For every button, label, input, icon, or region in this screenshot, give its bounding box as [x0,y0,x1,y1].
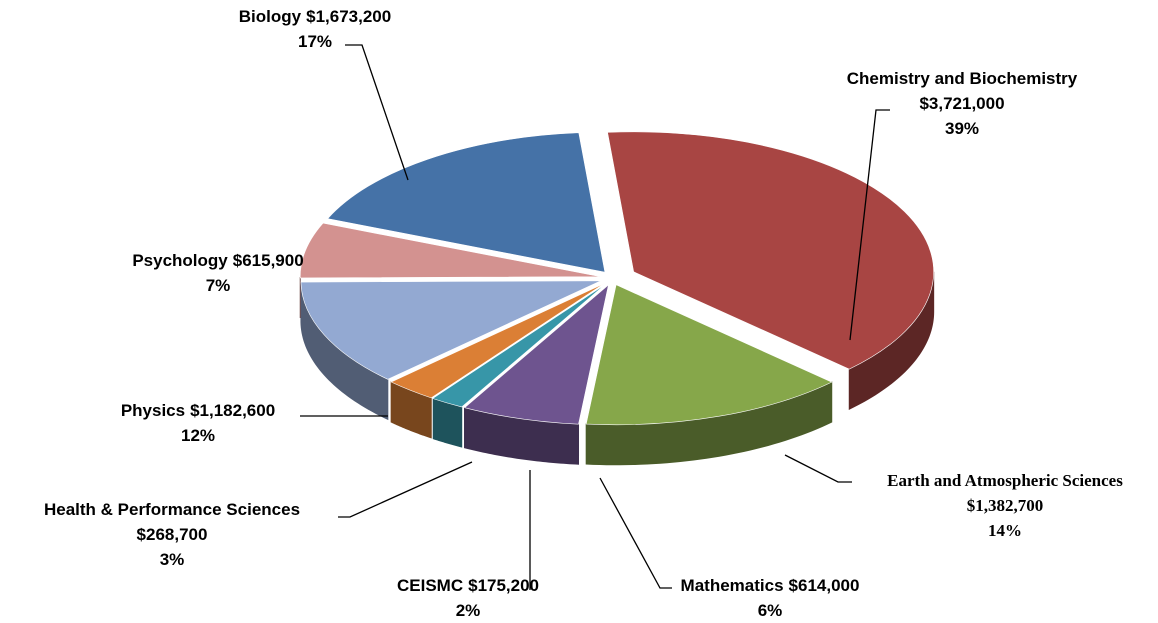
data-label: $1,382,700 [967,496,1044,515]
percent-label: 2% [456,601,481,620]
slice [585,284,833,426]
leader-line [599,477,672,589]
slice [327,132,606,273]
leader-line [784,454,852,483]
value-label: $1,673,200 [306,7,391,26]
slice [463,284,609,425]
data-label: Biology $1,673,200 [239,7,391,26]
category-label: Mathematics [681,576,784,595]
data-label: 12% [181,426,215,445]
category-label: Psychology [132,251,228,270]
category-label: CEISMC [397,576,463,595]
percent-label: 3% [160,550,185,569]
data-label: $3,721,000 [919,94,1004,113]
pie-sides [299,271,935,466]
percent-label: 12% [181,426,215,445]
leader-line [338,461,473,518]
data-label: Mathematics $614,000 [681,576,860,595]
leader-line [849,109,890,341]
value-label: $614,000 [789,576,860,595]
category-label: Earth and Atmospheric Sciences [887,471,1123,490]
data-label: 7% [206,276,231,295]
slice [431,283,606,408]
slice [607,131,934,370]
value-label: $615,900 [233,251,304,270]
value-label: $1,182,600 [190,401,275,420]
percent-label: 17% [298,32,332,51]
value-label: $175,200 [468,576,539,595]
leader-line [345,44,409,181]
category-label: Physics [121,401,185,420]
value-label: $268,700 [137,525,208,544]
data-label: 3% [160,550,185,569]
data-label: Psychology $615,900 [132,251,303,270]
percent-label: 14% [988,521,1022,540]
data-label: 2% [456,601,481,620]
data-label: Health & Performance Sciences [44,500,300,519]
category-label: Biology [239,7,302,26]
labels: Chemistry and Biochemistry $3,721,000 39% E… [44,7,1123,620]
slice [299,222,601,279]
data-label: Physics $1,182,600 [121,401,275,420]
category-label: Health & Performance Sciences [44,500,300,519]
data-label: Earth and Atmospheric Sciences [887,471,1123,490]
data-label: 17% [298,32,332,51]
value-label: $1,382,700 [967,496,1044,515]
data-label: CEISMC $175,200 [397,576,539,595]
category-label: Chemistry and Biochemistry [847,69,1078,88]
data-label: 14% [988,521,1022,540]
data-label: 39% [945,119,979,138]
data-label: $268,700 [137,525,208,544]
percent-label: 7% [206,276,231,295]
data-label: Chemistry and Biochemistry [847,69,1078,88]
slice [390,283,605,399]
percent-label: 6% [758,601,783,620]
pie-tops [299,131,934,426]
value-label: $3,721,000 [919,94,1004,113]
data-label: 6% [758,601,783,620]
percent-label: 39% [945,119,979,138]
slice [300,280,602,380]
